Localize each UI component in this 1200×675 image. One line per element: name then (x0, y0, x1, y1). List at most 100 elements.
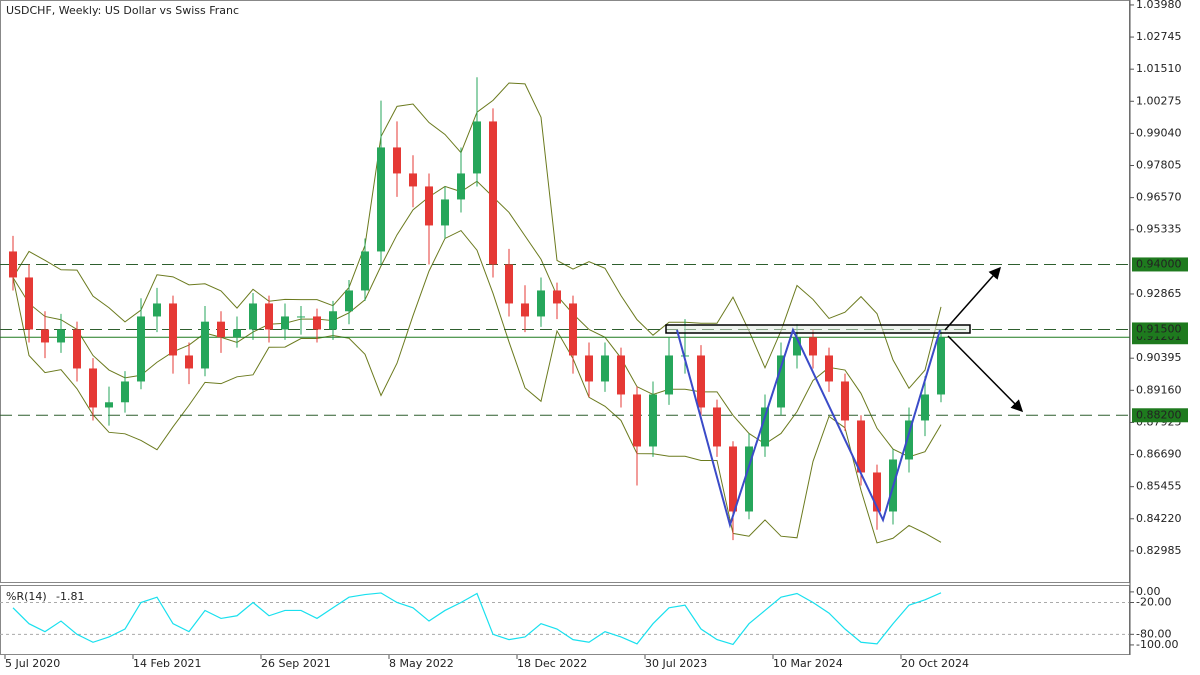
chart-title: USDCHF, Weekly: US Dollar vs Swiss Franc (6, 4, 239, 17)
candle-body (393, 147, 401, 174)
candle-body (905, 420, 913, 460)
candle-body (249, 303, 257, 330)
candle-body (137, 316, 145, 382)
y-tick-label: 0.90395 (1136, 351, 1182, 364)
candle-body (505, 264, 513, 304)
y-tick-label: 0.82985 (1136, 544, 1182, 557)
y-tick-label: 1.01510 (1136, 62, 1182, 75)
pattern-zigzag (676, 327, 941, 529)
y-tick-label: 0.92865 (1136, 287, 1182, 300)
x-tick-label: 26 Sep 2021 (261, 657, 331, 670)
candle-body (457, 173, 465, 200)
candle-body (265, 303, 273, 330)
candle-body (617, 355, 625, 395)
bollinger-band (12, 229, 942, 544)
y-tick-label: 0.85455 (1136, 480, 1182, 493)
candle-body (633, 394, 641, 447)
candle-body (361, 251, 369, 291)
candle-body (297, 316, 305, 318)
candle-body (857, 420, 865, 473)
candle-body (441, 199, 449, 226)
x-tick-label: 30 Jul 2023 (645, 657, 707, 670)
level-label-box (1132, 408, 1188, 423)
indicator-panel (0, 585, 1130, 655)
candle-body (425, 186, 433, 226)
candle-body (665, 355, 673, 395)
level-label-box (1132, 257, 1188, 272)
indicator-value: -1.81 (56, 590, 84, 603)
candle-body (537, 290, 545, 317)
y-tick-label: 1.03980 (1136, 0, 1182, 11)
x-tick-label: 8 May 2022 (389, 657, 454, 670)
y-tick-label: -20.00 (1136, 596, 1171, 609)
candle-body (121, 381, 129, 403)
indicator-line (12, 592, 942, 646)
candle-body (937, 337, 945, 395)
candle-body (201, 321, 209, 369)
main-panel (0, 0, 1130, 583)
y-tick-label: 0.00 (1136, 585, 1161, 598)
candle-body (585, 355, 593, 382)
candle-body (25, 277, 33, 330)
candle-body (329, 311, 337, 330)
y-tick-label: 0.99040 (1136, 126, 1182, 139)
candle-body (281, 316, 289, 330)
candle-body (313, 316, 321, 330)
x-tick-label: 10 Mar 2024 (773, 657, 843, 670)
candle-body (73, 329, 81, 369)
candle-body (153, 303, 161, 317)
candle-body (217, 321, 225, 338)
candle-body (825, 355, 833, 382)
y-tick-label: 0.97805 (1136, 159, 1182, 172)
candle-body (697, 355, 705, 408)
arrow-down (947, 335, 1024, 413)
y-tick-label: -80.00 (1136, 627, 1171, 640)
x-tick-label: 5 Jul 2020 (5, 657, 60, 670)
candle-body (473, 121, 481, 174)
candle-body (649, 394, 657, 447)
level-label: 0.88200 (1136, 408, 1182, 421)
candle-body (9, 251, 17, 278)
candle-body (809, 337, 817, 356)
candles (9, 77, 945, 541)
candle-body (873, 472, 881, 512)
x-tick-label: 18 Dec 2022 (517, 657, 587, 670)
y-tick-label: 0.96570 (1136, 191, 1182, 204)
candle-body (41, 329, 49, 343)
y-tick-label: 1.02745 (1136, 30, 1182, 43)
candle-body (553, 290, 561, 304)
x-tick-label: 14 Feb 2021 (133, 657, 201, 670)
level-label: 0.94000 (1136, 257, 1182, 270)
y-tick-label: 1.00275 (1136, 94, 1182, 107)
x-tick-label: 20 Oct 2024 (901, 657, 969, 670)
candle-body (761, 407, 769, 447)
candle-body (57, 329, 65, 343)
candle-body (521, 303, 529, 317)
candle-body (729, 446, 737, 512)
candle-body (409, 173, 417, 187)
candle-body (233, 329, 241, 338)
candle-body (777, 355, 785, 408)
y-tick-label: 0.89160 (1136, 383, 1182, 396)
candle-body (921, 394, 929, 421)
candle-body (841, 381, 849, 421)
candle-body (745, 446, 753, 512)
y-tick-label: 0.86690 (1136, 448, 1182, 461)
level-label: 0.91500 (1136, 322, 1182, 335)
levels (0, 263, 1130, 416)
level-label-box (1132, 322, 1188, 337)
candle-body (793, 337, 801, 356)
candle-body (169, 303, 177, 356)
candle-body (569, 303, 577, 356)
resistance-zone (665, 324, 971, 334)
y-tick-label: 0.84220 (1136, 512, 1182, 525)
candle-body (713, 407, 721, 447)
candle-body (89, 368, 97, 408)
candle-body (185, 355, 193, 369)
candle-body (105, 402, 113, 408)
candle-body (345, 290, 353, 312)
y-tick-label: -100.00 (1136, 638, 1178, 651)
candle-body (377, 147, 385, 252)
y-tick-label: 0.95335 (1136, 223, 1182, 236)
